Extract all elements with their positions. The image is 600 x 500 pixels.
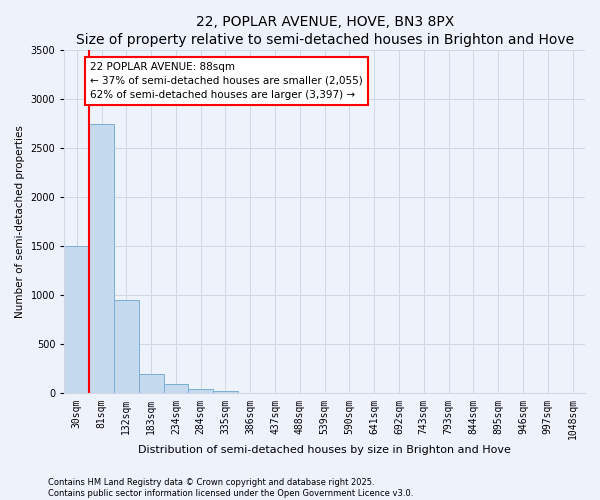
Bar xyxy=(114,300,139,394)
Bar xyxy=(213,391,238,394)
Text: Contains HM Land Registry data © Crown copyright and database right 2025.
Contai: Contains HM Land Registry data © Crown c… xyxy=(48,478,413,498)
Text: 22 POPLAR AVENUE: 88sqm
← 37% of semi-detached houses are smaller (2,055)
62% of: 22 POPLAR AVENUE: 88sqm ← 37% of semi-de… xyxy=(91,62,363,100)
Bar xyxy=(64,246,89,394)
Bar xyxy=(164,384,188,394)
X-axis label: Distribution of semi-detached houses by size in Brighton and Hove: Distribution of semi-detached houses by … xyxy=(138,445,511,455)
Bar xyxy=(188,388,213,394)
Title: 22, POPLAR AVENUE, HOVE, BN3 8PX
Size of property relative to semi-detached hous: 22, POPLAR AVENUE, HOVE, BN3 8PX Size of… xyxy=(76,15,574,48)
Bar xyxy=(139,374,164,394)
Bar xyxy=(89,124,114,394)
Y-axis label: Number of semi-detached properties: Number of semi-detached properties xyxy=(15,126,25,318)
